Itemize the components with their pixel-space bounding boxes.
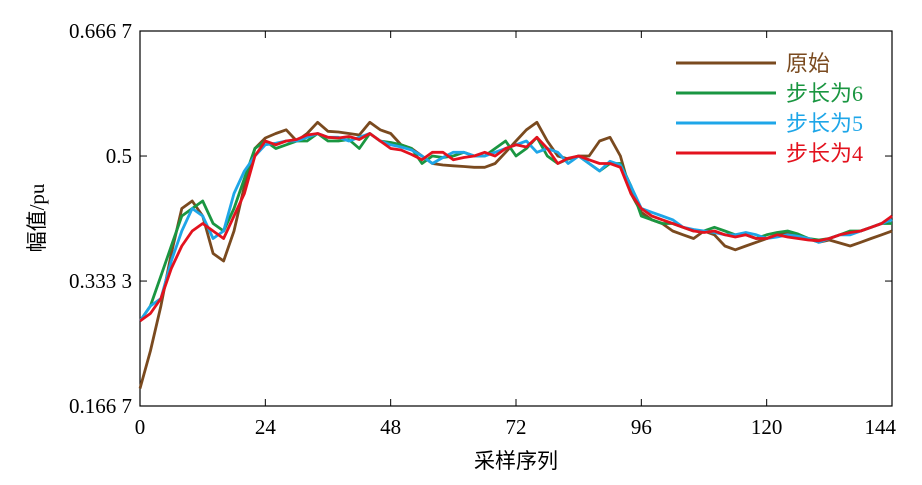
y-tick-label: 0.5 [106,144,132,168]
x-tick-label: 48 [380,415,401,439]
x-tick-label: 24 [255,415,277,439]
x-tick-label: 0 [135,415,146,439]
y-tick-label: 0.166 7 [69,394,132,418]
y-tick-label: 0.666 7 [69,19,132,43]
legend-label: 步长为4 [786,141,863,166]
series-lines [138,120,893,389]
x-tick-label: 96 [631,415,652,439]
legend-label: 步长为6 [786,81,863,106]
y-tick-label: 0.333 3 [69,269,132,293]
x-tick-label: 144 [865,415,897,439]
legend-label: 步长为5 [786,111,863,136]
x-tick-label: 120 [751,415,783,439]
legend-label: 原始 [786,51,830,76]
y-axis-label: 幅值/pu [25,183,49,252]
series-line [139,132,893,323]
x-tick-label: 72 [506,415,527,439]
x-axis-ticks: 0 24 48 72 96 120 144 [135,31,897,439]
x-axis-label: 采样序列 [474,449,558,473]
y-axis-ticks: 0.166 7 0.333 3 0.5 0.666 7 [69,19,892,418]
plot-frame [139,30,893,407]
